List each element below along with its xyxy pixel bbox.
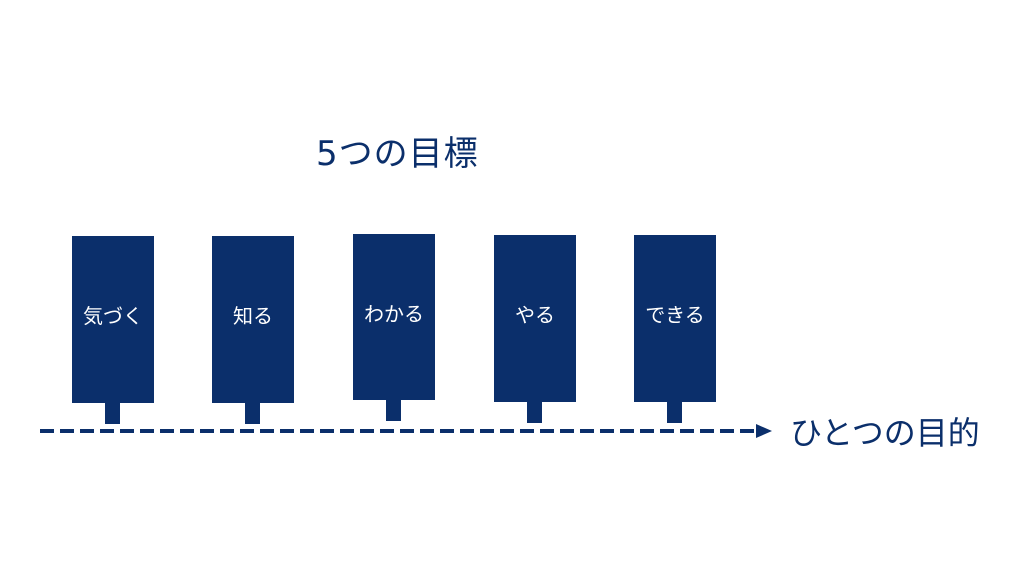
goal-stem-2 <box>245 403 260 424</box>
goal-block-4: やる <box>494 235 576 402</box>
goal-block-2: 知る <box>212 236 294 403</box>
goal-block-1: 気づく <box>72 236 154 403</box>
goal-stem-1 <box>105 403 120 424</box>
goal-stem-5 <box>667 402 682 423</box>
goal-block-3: わかる <box>353 234 435 400</box>
goal-block-5: できる <box>634 235 716 402</box>
arrow-head-icon <box>756 424 772 438</box>
purpose-label: ひとつの目的 <box>790 414 980 452</box>
diagram-title: 5つの目標 <box>316 134 479 174</box>
goal-label-4: やる <box>515 303 555 327</box>
goal-stem-4 <box>527 402 542 423</box>
goal-label-1: 気づく <box>83 304 143 328</box>
goal-label-3: わかる <box>364 302 424 326</box>
goal-label-2: 知る <box>233 304 273 328</box>
goal-stem-3 <box>386 400 401 421</box>
purpose-arrow <box>40 424 772 438</box>
goal-label-5: できる <box>645 303 705 327</box>
